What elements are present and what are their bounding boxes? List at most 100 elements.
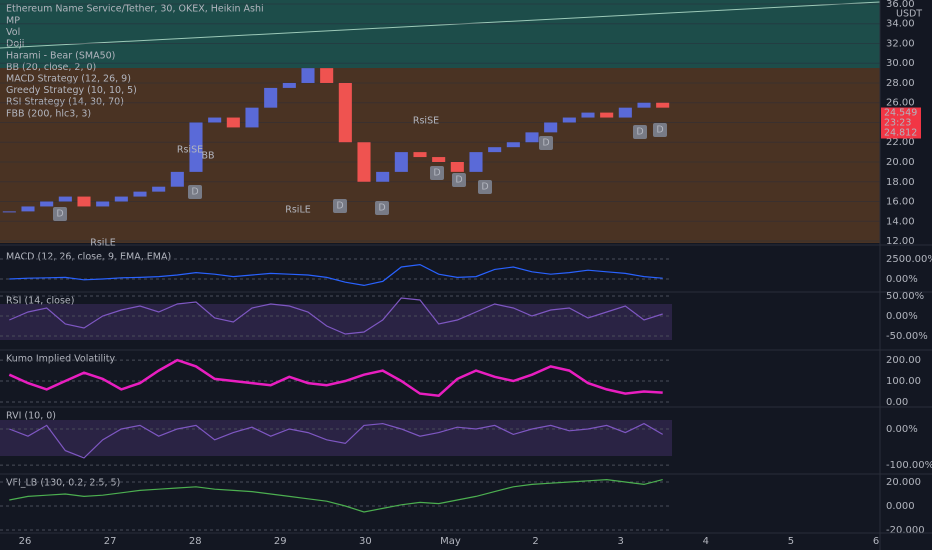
annotation: D xyxy=(378,203,385,214)
candle xyxy=(282,82,296,88)
zone-upper xyxy=(0,0,880,68)
y-tick-label: 2500.00% xyxy=(886,254,932,265)
price-badge xyxy=(881,117,921,129)
marker-badge xyxy=(653,123,667,137)
indicator-line xyxy=(9,297,663,335)
legend-item: Harami - Bear (SMA50) xyxy=(6,50,115,61)
candle xyxy=(58,196,72,202)
candle xyxy=(114,196,128,202)
annotation: BB xyxy=(201,151,214,162)
candle xyxy=(40,201,54,207)
marker-badge xyxy=(539,136,553,150)
annotation: D xyxy=(636,127,643,138)
pane-title: RVI (10, 0) xyxy=(6,411,56,422)
y-tick-label: 36.00 xyxy=(886,0,915,10)
x-tick-label: 26 xyxy=(19,536,32,547)
x-tick-label: 5 xyxy=(788,536,794,547)
trend-line xyxy=(0,1,881,49)
candle xyxy=(320,68,334,83)
candle xyxy=(96,201,110,207)
y-tick-label: 16.00 xyxy=(886,197,915,208)
candle xyxy=(208,117,222,123)
candle xyxy=(618,107,632,118)
y-tick-label: 22.00 xyxy=(886,137,915,148)
y-tick-label: 28.00 xyxy=(886,78,915,89)
candle xyxy=(245,107,259,128)
annotation: D xyxy=(433,168,440,179)
y-tick-label: 18.00 xyxy=(886,177,915,188)
candle xyxy=(544,122,558,133)
annotation: D xyxy=(56,209,63,220)
y-tick-label: -50.00% xyxy=(886,331,928,342)
candle xyxy=(637,102,651,108)
legend: Ethereum Name Service/Tether, 30, OKEX, … xyxy=(6,4,264,120)
symbol-title: Ethereum Name Service/Tether, 30, OKEX, … xyxy=(6,4,264,15)
candle xyxy=(301,68,315,83)
candle xyxy=(77,196,91,207)
candle xyxy=(506,142,520,148)
x-tick-label: 6 xyxy=(873,536,879,547)
y-tick-label: 34.00 xyxy=(886,19,915,30)
candle xyxy=(226,117,240,128)
y-tick-label: 12.00 xyxy=(886,236,915,247)
candle xyxy=(152,186,166,192)
x-tick-label: 29 xyxy=(274,536,287,547)
candle xyxy=(525,132,539,143)
marker-badge xyxy=(188,185,202,199)
candle xyxy=(413,152,427,158)
price-badge-label: 24.549 xyxy=(884,108,917,119)
rvi-band xyxy=(0,420,672,456)
y-tick-label: 0.00% xyxy=(886,274,918,285)
annotation: RsiSE xyxy=(177,145,203,156)
candle xyxy=(170,171,184,187)
candle xyxy=(656,102,670,108)
y-tick-label: 0.00% xyxy=(886,311,918,322)
legend-item: Vol xyxy=(6,27,20,38)
price-badge-label: 24.812 xyxy=(884,128,917,139)
candle xyxy=(488,147,502,153)
candle xyxy=(600,112,614,118)
candle xyxy=(21,206,35,212)
candle xyxy=(394,152,408,172)
annotation: D xyxy=(656,125,663,136)
candle xyxy=(133,191,147,197)
legend-item: FBB (200, hlc3, 3) xyxy=(6,108,91,119)
legend-item: MACD Strategy (12, 26, 9) xyxy=(6,74,131,85)
pane-title: MACD (12, 26, close, 9, EMA, EMA) xyxy=(6,252,171,263)
legend-item: BB (20, close, 2, 0) xyxy=(6,62,96,73)
x-tick-label: May xyxy=(440,536,461,547)
indicator-line xyxy=(8,358,663,398)
legend-item: RSI Strategy (14, 30, 70) xyxy=(6,97,124,108)
pane-title: RSI (14, close) xyxy=(6,296,74,307)
y-tick-label: 26.00 xyxy=(886,98,915,109)
price-badge-label: 23:23 xyxy=(884,118,911,129)
legend-item: Doji xyxy=(6,39,24,50)
marker-badge xyxy=(452,173,466,187)
candle xyxy=(469,152,483,172)
candle xyxy=(450,162,464,172)
rsi-band xyxy=(0,304,672,340)
y-tick-label: -20.000 xyxy=(886,525,925,536)
candle xyxy=(338,82,352,143)
marker-badge xyxy=(633,125,647,139)
annotation: D xyxy=(455,175,462,186)
x-tick-label: 27 xyxy=(104,536,117,547)
annotation: RsiLE xyxy=(285,205,311,216)
x-tick-label: 28 xyxy=(189,536,202,547)
y-tick-label: 200.00 xyxy=(886,355,921,366)
candle xyxy=(432,157,446,162)
y-tick-label: 0.000 xyxy=(886,501,915,512)
annotation: D xyxy=(481,182,488,193)
annotation: RsiLE xyxy=(90,238,116,249)
y-tick-label: 0.00 xyxy=(886,397,908,408)
annotation: D xyxy=(542,138,549,149)
y-tick-label: 20.000 xyxy=(886,477,921,488)
y-tick-label: 100.00 xyxy=(886,376,921,387)
candle xyxy=(376,171,390,182)
legend-item: MP xyxy=(6,16,20,27)
price-badge xyxy=(881,107,921,119)
pane-title: Kumo Implied Volatility xyxy=(6,354,116,365)
y-tick-label: 20.00 xyxy=(886,157,915,168)
candle xyxy=(189,122,203,172)
